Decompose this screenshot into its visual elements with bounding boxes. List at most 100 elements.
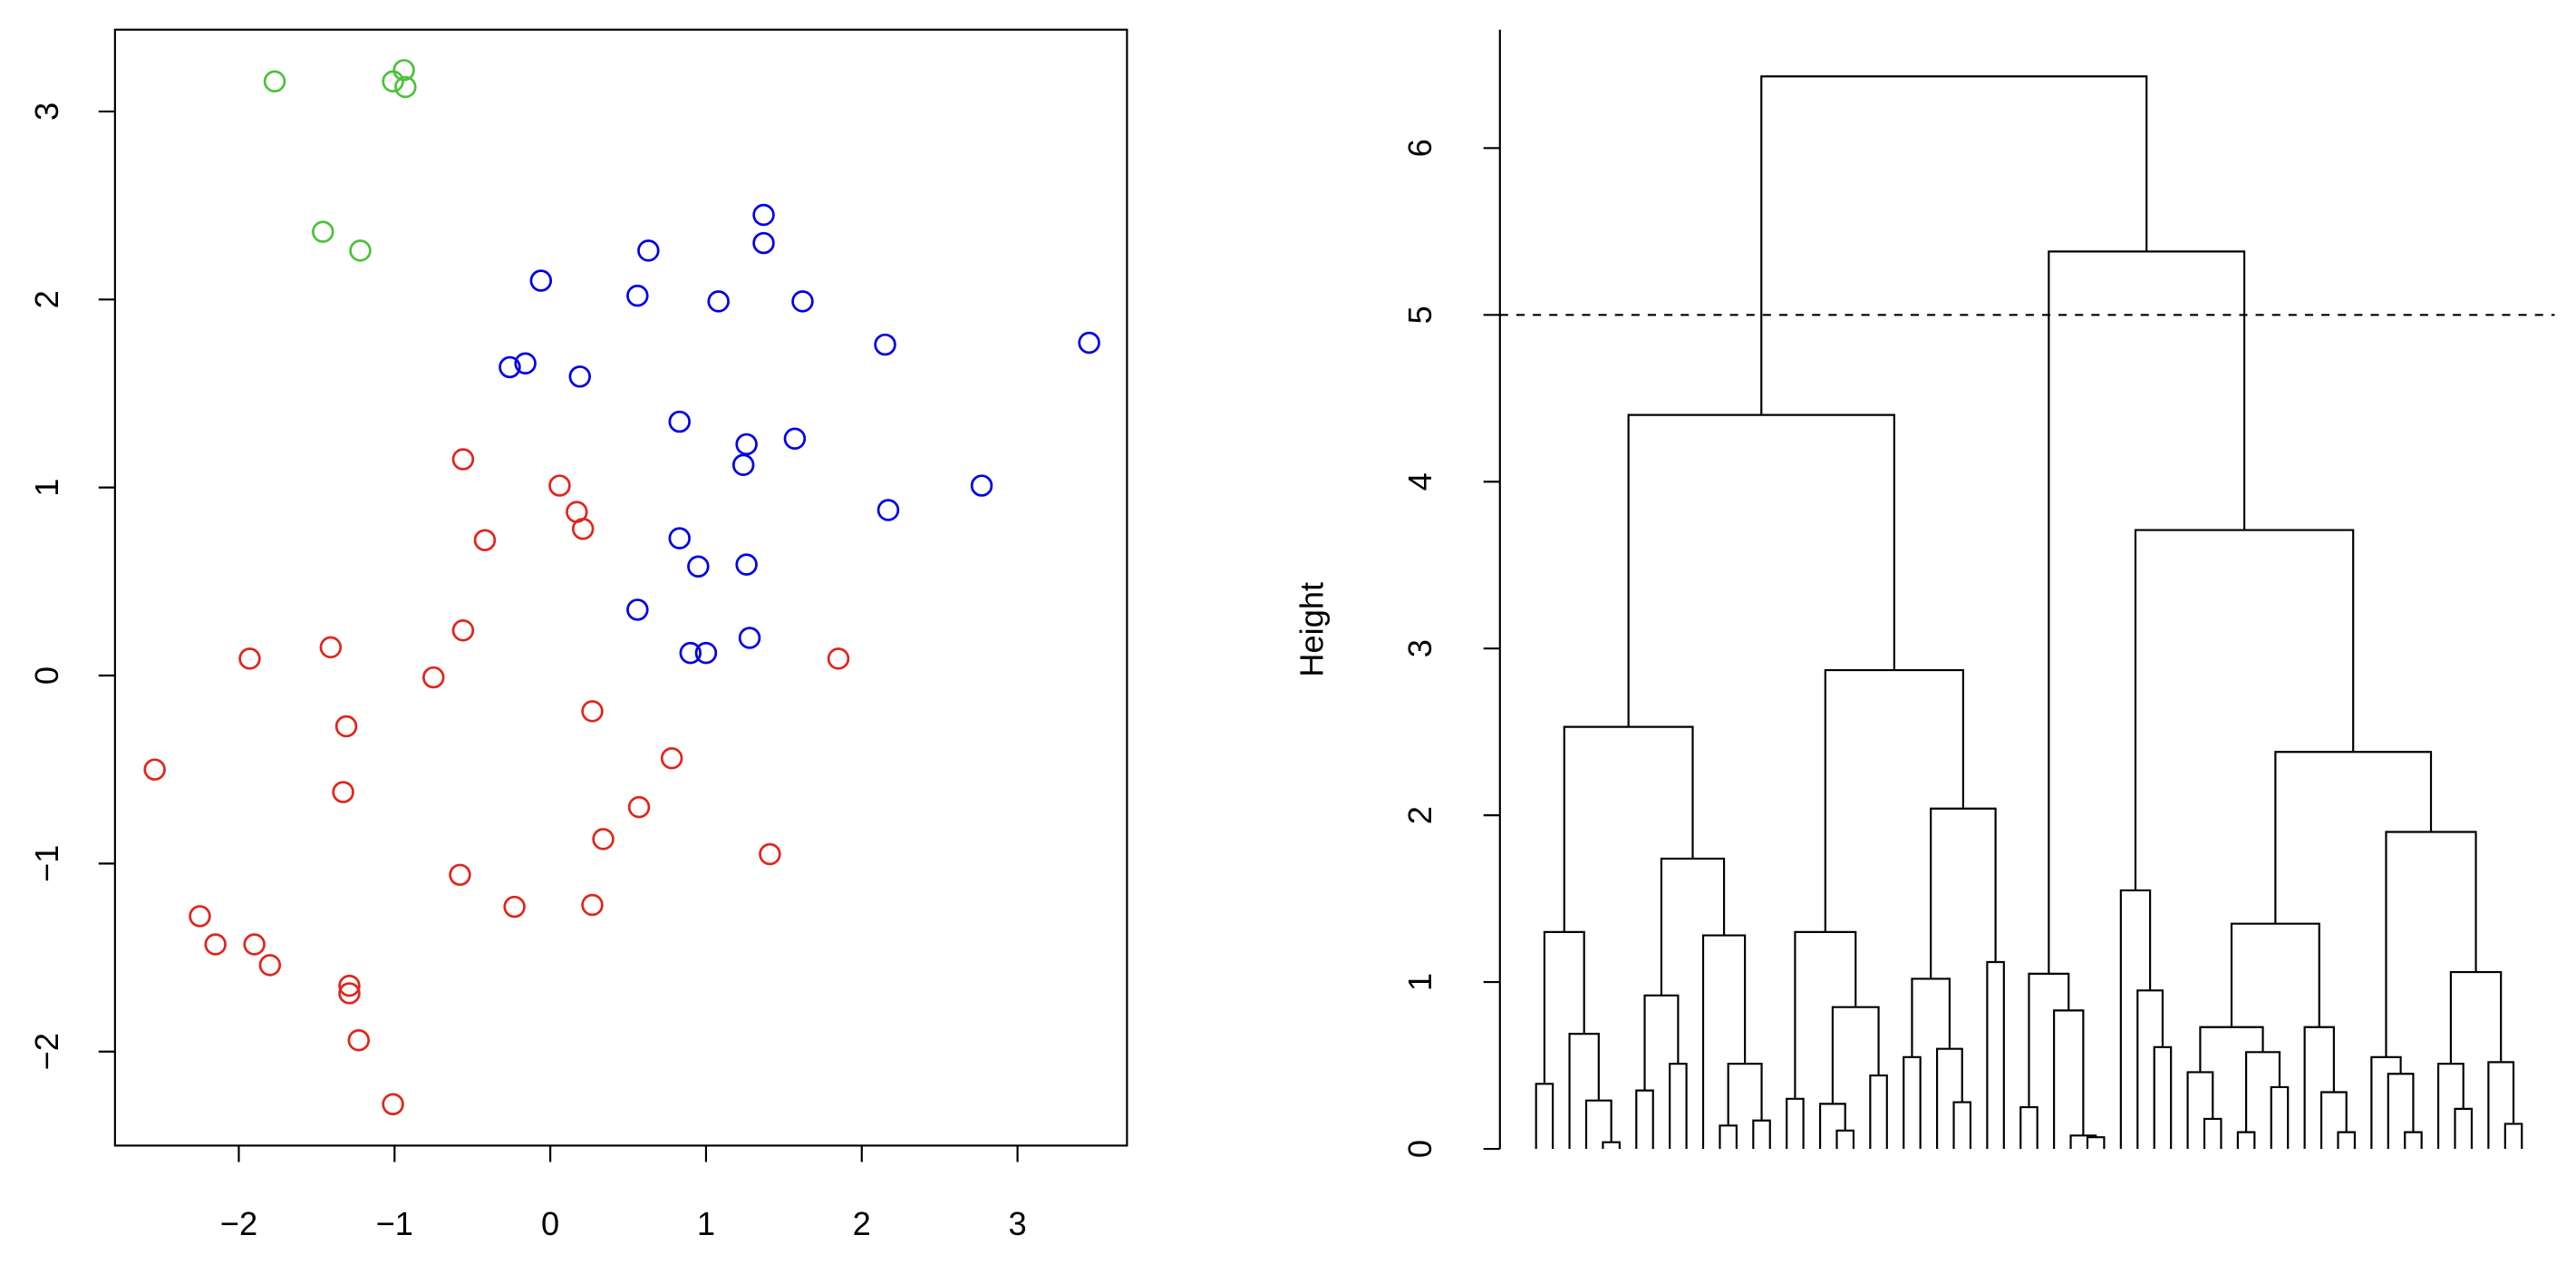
point bbox=[394, 75, 417, 99]
point bbox=[738, 627, 761, 649]
point bbox=[529, 269, 553, 292]
point bbox=[392, 59, 415, 82]
merge bbox=[2203, 1117, 2223, 1150]
merge bbox=[2270, 1085, 2290, 1150]
point bbox=[243, 933, 266, 956]
y-tick-label: 2 bbox=[1401, 806, 1438, 824]
point bbox=[752, 231, 775, 255]
x-tick-label: −2 bbox=[220, 1205, 257, 1242]
merge bbox=[1835, 1129, 1855, 1150]
point bbox=[451, 619, 475, 642]
merge bbox=[1935, 1047, 1963, 1150]
point bbox=[874, 333, 896, 356]
merge bbox=[1911, 977, 1951, 1057]
merge bbox=[2454, 1107, 2474, 1150]
merge bbox=[1794, 930, 1857, 1099]
y-tick-label: 0 bbox=[1401, 1140, 1438, 1158]
point bbox=[970, 474, 993, 497]
point bbox=[238, 647, 261, 670]
x-tick-label: 0 bbox=[541, 1205, 559, 1242]
point bbox=[449, 863, 471, 887]
merge bbox=[2153, 1045, 2173, 1150]
point bbox=[568, 365, 591, 388]
point bbox=[876, 499, 900, 521]
point bbox=[627, 795, 651, 819]
point bbox=[499, 355, 521, 379]
merge bbox=[2387, 1073, 2415, 1150]
point bbox=[258, 954, 282, 977]
point bbox=[668, 410, 691, 433]
merge bbox=[1824, 669, 1964, 932]
point bbox=[189, 905, 211, 928]
merge bbox=[1602, 1141, 1621, 1150]
merge bbox=[1584, 1099, 1612, 1150]
merge bbox=[1727, 1063, 1763, 1126]
merge bbox=[2086, 1136, 2106, 1150]
point bbox=[827, 647, 850, 670]
merge bbox=[1660, 857, 1726, 996]
point bbox=[334, 715, 358, 738]
y-tick-label: −1 bbox=[28, 845, 65, 882]
merge bbox=[1701, 934, 1747, 1150]
point bbox=[338, 982, 361, 1005]
merge bbox=[2303, 1026, 2335, 1150]
point bbox=[668, 527, 691, 549]
point bbox=[382, 70, 404, 92]
point bbox=[473, 529, 497, 551]
point bbox=[679, 641, 702, 665]
merge bbox=[1752, 1119, 1771, 1150]
point bbox=[514, 352, 537, 375]
merge bbox=[1903, 1055, 1922, 1150]
merge bbox=[1563, 725, 1694, 932]
point bbox=[332, 781, 354, 803]
point bbox=[581, 893, 604, 917]
point bbox=[422, 666, 445, 689]
point bbox=[338, 974, 361, 997]
x-tick-label: 3 bbox=[1008, 1205, 1026, 1242]
merge bbox=[1627, 413, 1895, 727]
merge bbox=[2244, 1051, 2281, 1133]
point bbox=[503, 895, 526, 919]
merge bbox=[2385, 831, 2477, 1057]
merge bbox=[2119, 889, 2152, 1150]
point bbox=[1078, 331, 1100, 355]
point bbox=[319, 636, 343, 659]
point bbox=[731, 453, 755, 476]
point bbox=[660, 747, 683, 770]
merge bbox=[1869, 1074, 1888, 1150]
point bbox=[581, 700, 604, 723]
merge bbox=[2199, 1026, 2264, 1073]
merge bbox=[1635, 1089, 1654, 1150]
point bbox=[707, 290, 730, 313]
point bbox=[382, 1093, 404, 1116]
merge bbox=[1952, 1101, 1972, 1150]
point bbox=[349, 239, 372, 262]
point bbox=[263, 70, 286, 92]
y-tick-label: 6 bbox=[1401, 139, 1438, 157]
point bbox=[347, 1029, 371, 1052]
y-tick-label: 3 bbox=[28, 102, 65, 121]
point bbox=[791, 290, 814, 313]
scatter-frame bbox=[113, 28, 1128, 1147]
merge bbox=[2069, 1134, 2097, 1150]
y-tick-label: 3 bbox=[1401, 639, 1438, 657]
y-tick-label: 4 bbox=[1401, 472, 1438, 491]
x-tick-label: 2 bbox=[853, 1205, 871, 1242]
merge bbox=[2404, 1131, 2423, 1150]
point bbox=[626, 598, 649, 621]
y-tick-label: 5 bbox=[1401, 306, 1438, 324]
merge bbox=[1719, 1124, 1738, 1150]
point bbox=[143, 758, 166, 781]
merge bbox=[2053, 1009, 2085, 1150]
merge bbox=[2337, 1131, 2356, 1150]
merge bbox=[1831, 1006, 1880, 1104]
point bbox=[571, 518, 595, 540]
merge bbox=[1535, 1083, 1554, 1150]
merge bbox=[1643, 994, 1680, 1091]
point bbox=[687, 555, 710, 578]
point bbox=[637, 239, 660, 262]
merge bbox=[1760, 75, 2148, 415]
merge bbox=[1568, 1033, 1600, 1150]
merge bbox=[2274, 751, 2433, 924]
